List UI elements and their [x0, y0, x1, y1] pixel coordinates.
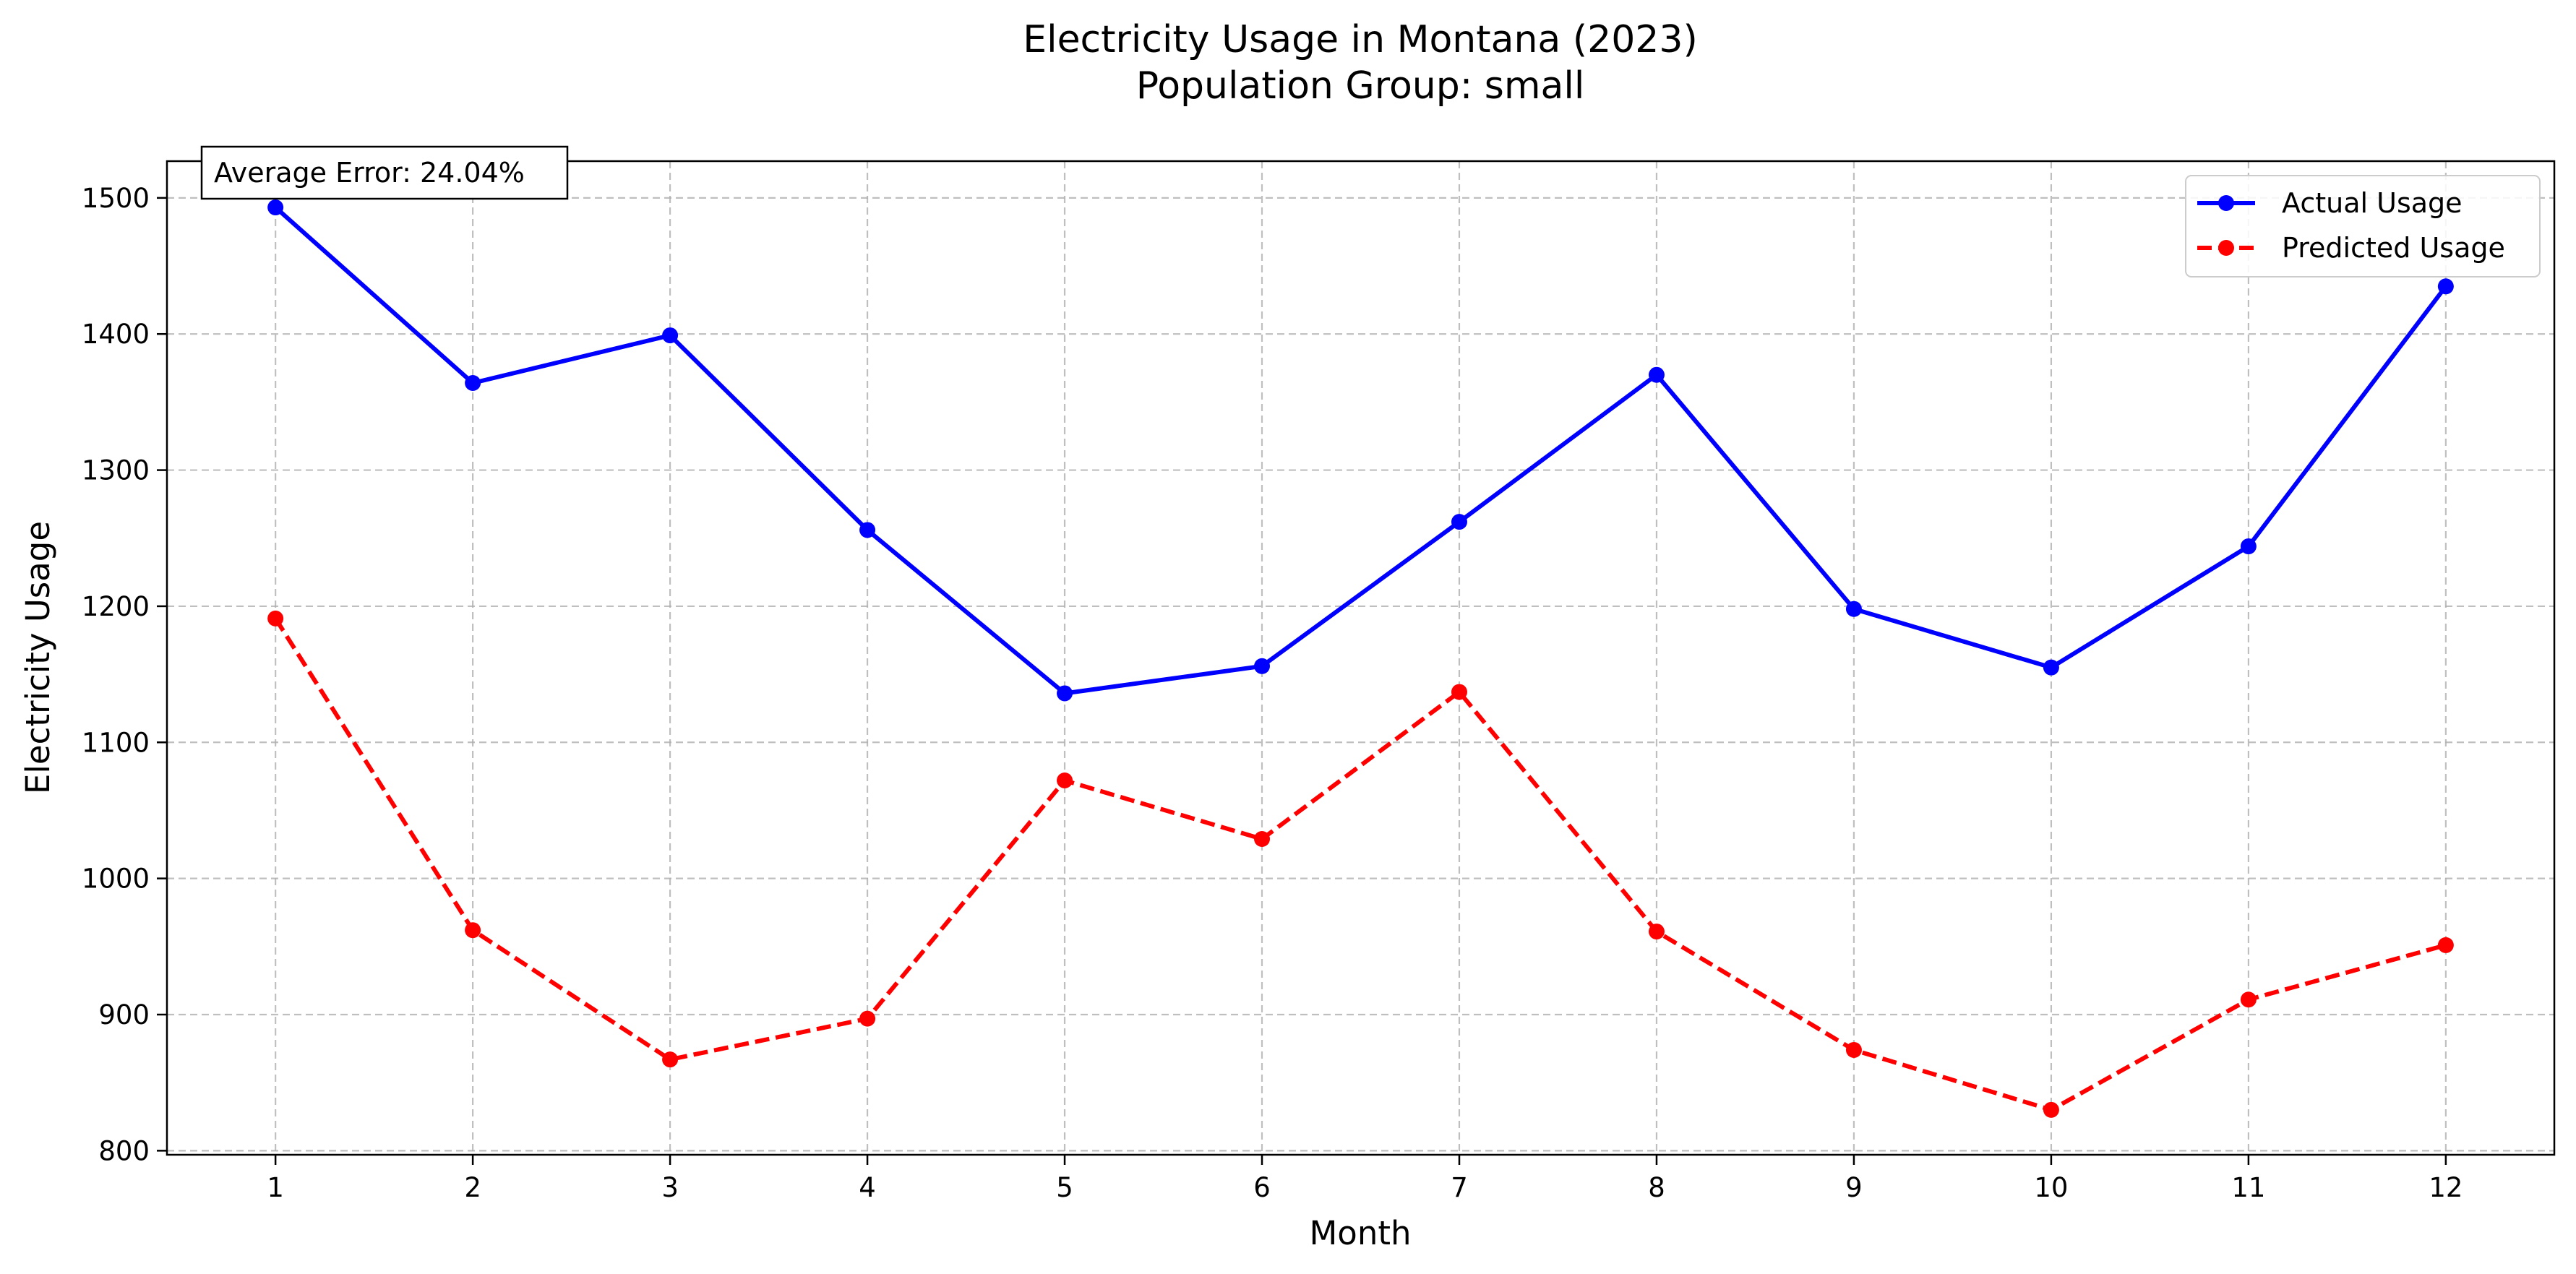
- y-tick-label: 1300: [82, 455, 150, 486]
- y-tick-label: 1200: [82, 591, 150, 622]
- annotation-text: Average Error: 24.04%: [214, 157, 525, 189]
- axes: 1 2 3 4 5 6 7 8 9 10 11 128009001000110012001300140…: [82, 183, 2463, 1203]
- data-point-predicted-usage: [1845, 1041, 1862, 1058]
- error-annotation: Average Error: 24.04%: [200, 145, 569, 200]
- x-tick-label: 1: [267, 1172, 284, 1203]
- legend-label-predicted: Predicted Usage: [2282, 232, 2505, 264]
- x-tick-label: 5: [1056, 1172, 1073, 1203]
- y-tick-label: 1400: [82, 319, 150, 350]
- y-axis-label: Electricity Usage: [19, 521, 57, 794]
- data-point-predicted-usage: [1254, 831, 1271, 848]
- x-tick-label: 6: [1253, 1172, 1271, 1203]
- x-tick-label: 8: [1648, 1172, 1665, 1203]
- data-point-predicted-usage: [1648, 924, 1665, 940]
- chart-subtitle: Population Group: small: [1136, 64, 1585, 108]
- data-point-actual-usage: [2437, 278, 2454, 295]
- data-point-predicted-usage: [2043, 1101, 2059, 1118]
- x-tick-label: 9: [1845, 1172, 1863, 1203]
- x-tick-label: 7: [1451, 1172, 1468, 1203]
- series-line-actual-usage: [274, 205, 2448, 696]
- data-point-predicted-usage: [662, 1051, 679, 1068]
- x-tick-label: 10: [2034, 1172, 2068, 1203]
- plot-frame: [166, 160, 2556, 1156]
- data-point-actual-usage: [1057, 685, 1073, 702]
- data-point-actual-usage: [2240, 538, 2257, 555]
- x-tick-label: 4: [859, 1172, 876, 1203]
- y-tick-label: 1500: [82, 183, 150, 214]
- x-tick-label: 12: [2429, 1172, 2463, 1203]
- grid: [167, 161, 2554, 1155]
- series-line-predicted-usage: [273, 617, 2447, 1112]
- data-point-predicted-usage: [1057, 772, 1073, 789]
- y-tick-label: 1100: [82, 727, 150, 758]
- x-tick-label: 3: [661, 1172, 679, 1203]
- data-point-actual-usage: [267, 199, 284, 216]
- annotation-box: [200, 145, 569, 200]
- legend-box: [2185, 175, 2541, 277]
- legend-marker-actual: [2218, 195, 2234, 211]
- data-point-actual-usage: [465, 375, 481, 392]
- data-point-predicted-usage: [859, 1010, 876, 1027]
- data-point-actual-usage: [1648, 366, 1665, 383]
- data-point-predicted-usage: [2240, 991, 2257, 1008]
- y-tick-label: 1000: [82, 864, 150, 895]
- series-layer: [267, 199, 2454, 1118]
- legend-label-actual: Actual Usage: [2282, 187, 2463, 219]
- data-point-actual-usage: [1254, 658, 1271, 674]
- x-tick-label: 2: [464, 1172, 481, 1203]
- data-point-predicted-usage: [267, 610, 284, 627]
- data-point-actual-usage: [859, 522, 876, 538]
- y-tick-label: 900: [98, 999, 150, 1030]
- legend-marker-predicted: [2218, 240, 2234, 256]
- x-tick-label: 11: [2231, 1172, 2265, 1203]
- data-point-actual-usage: [662, 327, 679, 344]
- data-point-actual-usage: [1451, 514, 1467, 530]
- data-point-actual-usage: [2043, 659, 2059, 676]
- y-tick-label: 800: [98, 1135, 150, 1166]
- legend: Actual Usage Predicted Usage: [2185, 175, 2541, 277]
- data-point-predicted-usage: [465, 922, 481, 939]
- chart-title: Electricity Usage in Montana (2023): [1023, 18, 1697, 61]
- data-point-predicted-usage: [2437, 937, 2454, 953]
- x-axis-label: Month: [1309, 1214, 1411, 1252]
- data-point-actual-usage: [1845, 601, 1862, 617]
- data-point-predicted-usage: [1451, 684, 1467, 700]
